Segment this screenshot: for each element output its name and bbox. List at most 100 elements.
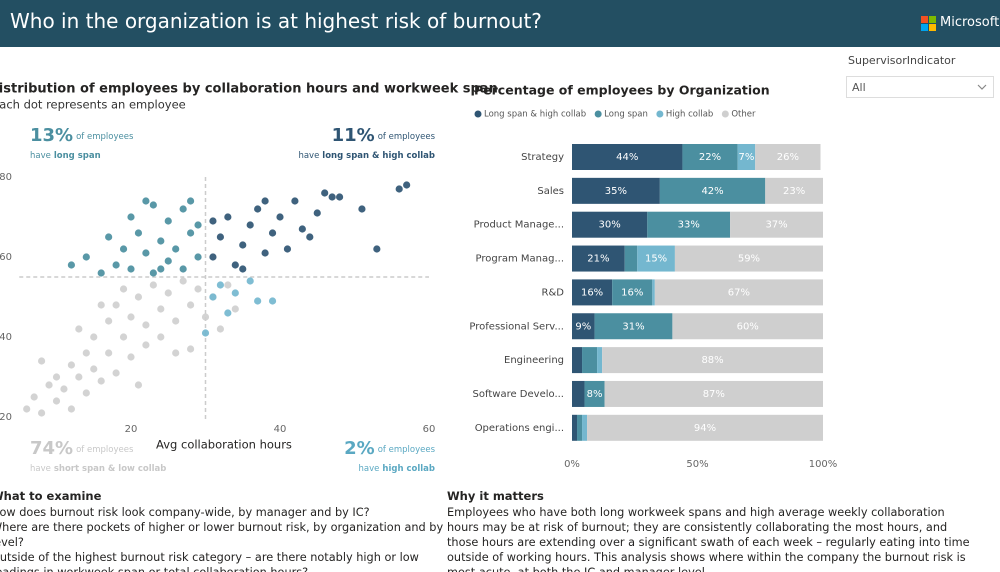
bar-segment	[584, 380, 605, 407]
legend-marker	[721, 110, 729, 118]
scatter-point	[60, 385, 68, 393]
scatter-point	[90, 365, 98, 373]
value-label: 21%	[587, 254, 609, 265]
scatter-point	[179, 277, 187, 285]
scatter-point	[395, 185, 403, 193]
value-label: 8%	[587, 389, 603, 400]
category-label: Professional Serv...	[469, 321, 564, 332]
legend-marker	[594, 110, 602, 118]
matters-section: Why it matters Employees who have both l…	[447, 489, 977, 572]
category-label: Software Develo...	[473, 389, 564, 400]
scatter-point	[157, 265, 165, 273]
bar-segment	[652, 279, 655, 306]
bar-segment	[624, 245, 638, 272]
scatter-point	[75, 325, 83, 333]
scatter-point	[216, 233, 224, 241]
scatter-point	[239, 265, 247, 273]
scatter-point	[142, 197, 150, 205]
bar-segment	[577, 414, 583, 441]
bar-segment	[572, 211, 648, 238]
value-label: 60%	[737, 321, 759, 332]
value-label: 87%	[703, 389, 725, 400]
bar-segment	[682, 144, 738, 170]
scatter-point	[127, 353, 135, 361]
text-part: have	[298, 151, 319, 161]
scatter-point	[127, 213, 135, 221]
examine-section: What to examine How does burnout risk lo…	[0, 489, 446, 572]
text-part: of employees	[378, 132, 436, 142]
section-title: What to examine	[0, 489, 102, 503]
value-label: 7%	[739, 152, 755, 163]
scatter-point	[82, 389, 90, 397]
value-label: 88%	[701, 355, 723, 366]
bar-segment	[572, 380, 585, 407]
value-label: 23%	[783, 186, 805, 197]
scatter-point	[142, 341, 150, 349]
scatter-point	[23, 405, 31, 413]
scatter-point	[67, 405, 75, 413]
bar-segment	[637, 245, 675, 272]
value-label: 59%	[738, 254, 760, 265]
text-part: 13%	[30, 125, 73, 146]
x-tick-label: 100%	[809, 459, 838, 470]
scatter-point	[224, 213, 232, 221]
kpi-detail: have high collab	[359, 464, 435, 474]
legend-marker	[474, 110, 482, 118]
text-part: high collab	[382, 464, 435, 474]
scatter-point	[209, 217, 217, 225]
scatter-point	[239, 241, 247, 249]
scatter-point	[194, 253, 202, 261]
scatter-point	[313, 209, 321, 217]
scatter-point	[97, 377, 105, 385]
scatter-point	[194, 285, 202, 293]
scatter-point	[268, 297, 277, 305]
y-tick-label: 40	[0, 332, 12, 343]
value-label: 94%	[694, 423, 716, 434]
scatter-point	[164, 257, 172, 265]
scatter-point	[75, 373, 83, 381]
text-part: of employees	[76, 132, 134, 142]
bar-segment	[572, 144, 683, 170]
scatter-point	[164, 289, 172, 297]
bar-segment	[674, 245, 823, 272]
text-part: 74%	[30, 438, 73, 459]
value-label: 35%	[605, 186, 627, 197]
scatter-point	[172, 317, 180, 325]
scatter-point	[127, 313, 135, 321]
scatter-point	[149, 281, 157, 289]
scatter-point	[52, 397, 61, 405]
bar-segment	[572, 279, 613, 306]
bar-segment	[612, 279, 653, 306]
bar-segment	[582, 347, 598, 374]
category-label: Product Manage...	[474, 220, 564, 231]
bar-segment	[572, 347, 583, 374]
category-label: R&D	[542, 287, 565, 298]
value-label: 15%	[645, 254, 667, 265]
text-part: long span	[54, 151, 101, 161]
y-tick-label: 20	[0, 412, 12, 423]
scatter-point	[112, 301, 120, 309]
value-label: 16%	[621, 287, 643, 298]
scatter-point	[90, 333, 98, 341]
scatter-point	[38, 409, 46, 417]
scatter-point	[231, 305, 239, 313]
scatter-point	[291, 197, 299, 205]
text-part: short span & low collab	[54, 464, 167, 474]
scatter-point	[187, 301, 195, 309]
scatter-point	[157, 333, 165, 341]
scatter-point	[119, 333, 128, 341]
scatter-point	[67, 261, 75, 269]
chevron	[977, 84, 987, 90]
scatter-point	[231, 289, 239, 297]
examine-item: Where are there pockets of higher or low…	[0, 521, 444, 549]
filter-label: SupervisorIndicator	[848, 54, 956, 67]
value-label: 22%	[699, 152, 721, 163]
kpi: 2% of employees	[344, 438, 435, 459]
scatter-point	[97, 301, 105, 309]
scatter-point	[246, 221, 254, 229]
text-part: of employees	[76, 445, 134, 455]
scatter-point	[276, 213, 284, 221]
bar-segment	[582, 414, 588, 441]
filter-dropdown[interactable]: All	[846, 76, 994, 98]
